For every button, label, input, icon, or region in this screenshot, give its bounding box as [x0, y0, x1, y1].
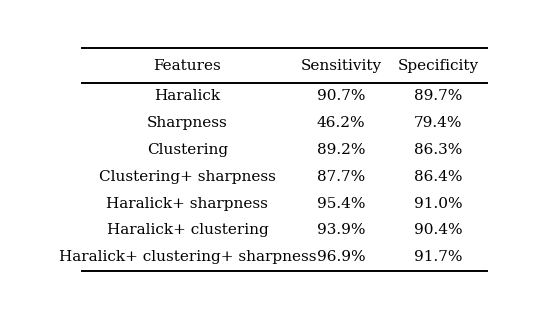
Text: 87.7%: 87.7% — [317, 170, 365, 184]
Text: 86.4%: 86.4% — [414, 170, 462, 184]
Text: Clustering: Clustering — [147, 143, 228, 157]
Text: Sharpness: Sharpness — [147, 116, 228, 130]
Text: Sensitivity: Sensitivity — [300, 59, 382, 73]
Text: 86.3%: 86.3% — [414, 143, 462, 157]
Text: 96.9%: 96.9% — [317, 250, 365, 264]
Text: 91.7%: 91.7% — [414, 250, 462, 264]
Text: Features: Features — [154, 59, 221, 73]
Text: Haralick+ clustering+ sharpness: Haralick+ clustering+ sharpness — [59, 250, 316, 264]
Text: Specificity: Specificity — [397, 59, 478, 73]
Text: 91.0%: 91.0% — [414, 197, 462, 210]
Text: 90.7%: 90.7% — [317, 89, 365, 103]
Text: 89.2%: 89.2% — [317, 143, 365, 157]
Text: Haralick: Haralick — [154, 89, 220, 103]
Text: 95.4%: 95.4% — [317, 197, 365, 210]
Text: Clustering+ sharpness: Clustering+ sharpness — [99, 170, 276, 184]
Text: 90.4%: 90.4% — [414, 223, 462, 238]
Text: Haralick+ sharpness: Haralick+ sharpness — [107, 197, 268, 210]
Text: 79.4%: 79.4% — [414, 116, 462, 130]
Text: 89.7%: 89.7% — [414, 89, 462, 103]
Text: 46.2%: 46.2% — [317, 116, 365, 130]
Text: 93.9%: 93.9% — [317, 223, 365, 238]
Text: Haralick+ clustering: Haralick+ clustering — [107, 223, 268, 238]
